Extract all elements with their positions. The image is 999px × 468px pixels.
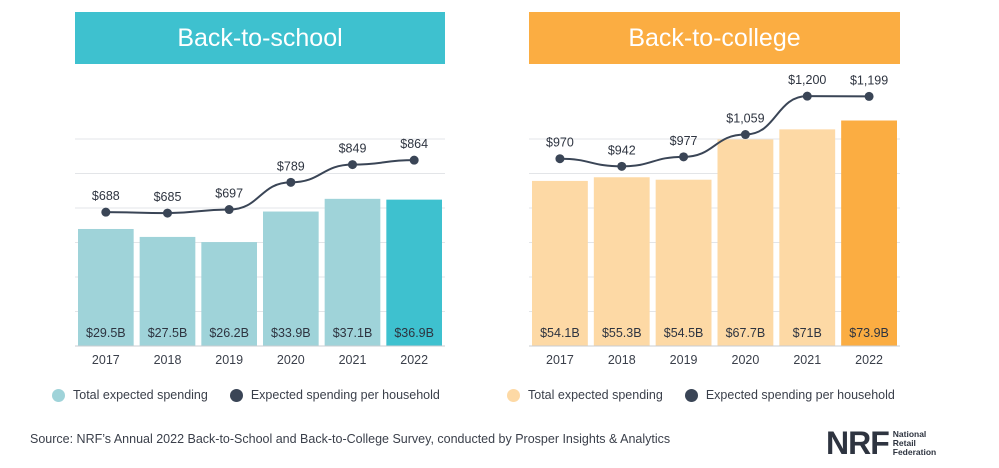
bar [386,199,442,346]
bar [532,180,588,346]
bar [78,228,134,346]
bar-value-label: $36.9B [394,326,434,340]
household-value-label: $685 [154,190,182,204]
bar-value-label: $37.1B [333,326,373,340]
x-tick-label: 2017 [546,353,574,367]
bar-value-label: $26.2B [209,326,249,340]
x-tick-label: 2019 [670,353,698,367]
bar-value-label: $55.3B [602,326,642,340]
household-value-label: $1,199 [850,73,888,87]
legend-total-swatch [52,388,65,402]
household-point [101,207,111,217]
chart-title-back-to-school: Back-to-school [75,12,445,64]
household-value-label: $942 [608,143,636,157]
household-point [409,155,419,165]
household-point [617,161,627,171]
legend-college: Total expected spending Expected spendin… [507,388,917,402]
household-value-label: $864 [400,137,428,151]
x-tick-label: 2019 [215,353,243,367]
bar [841,120,897,346]
logo-line: National [892,428,927,439]
household-point [555,154,565,164]
source-note: Source: NRF’s Annual 2022 Back-to-School… [30,432,671,446]
bar [779,129,836,346]
household-value-label: $977 [670,134,698,148]
legend-school: Total expected spending Expected spendin… [52,388,462,402]
logo-line: Federation [892,446,937,457]
bar-value-label: $27.5B [148,326,188,340]
legend-household-label: Expected spending per household [705,388,895,402]
legend-total-label: Total expected spending [73,388,208,402]
logo-line: Retail [892,437,916,448]
household-point [286,177,296,187]
x-tick-label: 2017 [92,353,120,367]
legend-household-label: Expected spending per household [250,388,440,402]
household-point [864,91,874,101]
household-value-label: $688 [92,189,120,203]
bar-value-label: $71B [793,326,822,340]
legend-total-label: Total expected spending [528,388,663,402]
household-value-label: $849 [339,142,367,156]
x-tick-label: 2021 [793,353,821,367]
x-tick-label: 2022 [400,353,428,367]
legend-household-swatch [684,388,698,402]
household-value-label: $697 [215,187,243,201]
legend-total-swatch [507,388,520,402]
household-point [802,91,812,101]
household-point [679,152,689,162]
household-point [348,160,357,170]
bar [201,242,257,346]
bar-value-label: $54.5B [664,326,704,340]
household-value-label: $970 [546,136,574,150]
x-tick-label: 2020 [277,353,305,367]
x-tick-label: 2018 [154,353,182,367]
household-value-label: $1,059 [726,112,764,126]
nrf-logo: NRF National Retail Federation [826,427,936,459]
household-value-label: $789 [277,159,305,173]
legend-household-swatch [229,388,243,402]
x-tick-label: 2021 [339,353,367,367]
logo-mark: NRF [826,425,890,461]
bar [263,211,319,346]
x-tick-label: 2022 [855,353,883,367]
bar-value-label: $54.1B [540,326,580,340]
x-tick-label: 2018 [608,353,636,367]
household-point [163,208,172,218]
x-tick-label: 2020 [732,353,760,367]
bar [324,198,381,346]
bar-value-label: $33.9B [271,326,311,340]
bar [655,179,712,346]
bar-value-label: $29.5B [86,326,126,340]
bar-value-label: $73.9B [849,326,889,340]
chart-title-back-to-college: Back-to-college [529,12,900,64]
bar-value-label: $67.7B [726,326,766,340]
bar [139,236,196,346]
bar [593,177,650,346]
bar [717,139,774,346]
logo-text: National Retail Federation [892,428,937,457]
household-point [224,205,234,215]
household-point [740,130,750,140]
household-value-label: $1,200 [788,73,826,87]
